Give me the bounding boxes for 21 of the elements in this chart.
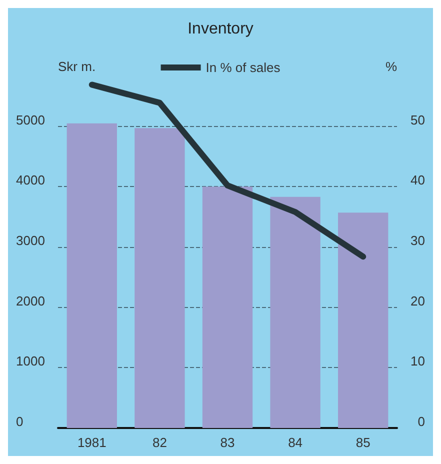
y2-tick-label: 0	[418, 414, 425, 429]
legend-label: In % of sales	[206, 60, 281, 75]
y2-tick-label: 30	[410, 233, 425, 248]
chart-title: Inventory	[188, 20, 254, 38]
x-tick-label: 1981	[77, 435, 106, 450]
y-tick-label: 4000	[16, 172, 45, 188]
x-tick-label: 85	[356, 435, 370, 450]
x-tick-label: 84	[288, 435, 303, 450]
y-axis-title: Skr m.	[58, 59, 96, 74]
y2-tick-label: 40	[410, 172, 425, 188]
y2-tick-label: 20	[410, 293, 425, 308]
y-tick-label: 2000	[16, 293, 45, 308]
x-tick-label: 82	[152, 435, 167, 450]
x-tick-label: 83	[220, 435, 235, 450]
y2-tick-label: 10	[410, 354, 425, 369]
y-tick-label: 1000	[16, 354, 45, 369]
y-tick-label: 0	[16, 414, 24, 429]
y2-axis-title: %	[385, 59, 398, 74]
y-tick-label: 3000	[16, 233, 45, 248]
y2-tick-label: 50	[410, 112, 425, 128]
y-tick-label: 5000	[16, 112, 45, 128]
